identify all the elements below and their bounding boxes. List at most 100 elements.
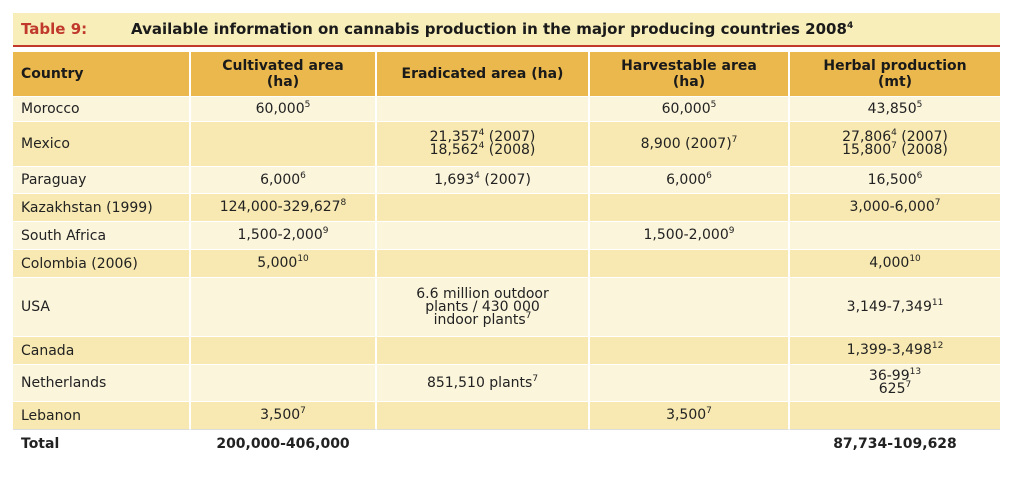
header-cultivated: Cultivated area (ha) — [191, 52, 377, 96]
footnote-marker: 7 — [891, 141, 897, 151]
eradicated-cell: 6.6 million outdoor plants / 430 000 indoo… — [377, 277, 590, 336]
cell-value: 4,000 — [869, 255, 910, 271]
country-cell: Netherlands — [13, 364, 191, 401]
total-cultivated-cell: 200,000-406,000 — [191, 429, 377, 457]
cell-line: 5,00010 — [195, 255, 371, 271]
cell-line: 1,500-2,0009 — [594, 226, 784, 243]
cell-line: 124,000-329,6278 — [195, 199, 371, 215]
cell-line: 3,000-6,0007 — [794, 198, 996, 215]
header-harvestable: Harvestable area (ha) — [590, 52, 790, 96]
cell-value: plants / 430 000 — [425, 298, 540, 315]
footnote-marker: 4 — [478, 128, 485, 138]
footnote-marker: 7 — [905, 380, 912, 390]
table-row: Canada 1,399-3,49812 — [13, 336, 1000, 364]
cell-value: 1,500-2,000 — [237, 227, 323, 243]
cell-line: 60,0005 — [594, 99, 784, 116]
cell-line: indoor plants7 — [381, 310, 584, 327]
harvestable-cell: 60,0005 — [590, 96, 790, 121]
cultivated-cell: 6,0006 — [191, 166, 377, 193]
cell-line: 27,8064 (2007) — [794, 128, 996, 145]
total-harvestable-cell — [590, 429, 790, 457]
cell-value: 6,000 — [666, 171, 707, 188]
herbal-cell — [790, 221, 1000, 249]
table-row: Colombia (2006) 5,00010 4,00010 — [13, 249, 1000, 277]
footnote-marker: 13 — [909, 367, 922, 377]
total-eradicated-cell — [377, 429, 590, 457]
cultivated-cell — [191, 336, 377, 364]
cell-value: 21,357 — [429, 129, 479, 145]
country-cell: South Africa — [13, 221, 191, 249]
country-cell: Paraguay — [13, 166, 191, 193]
cell-value: 3,000-6,000 — [849, 199, 935, 215]
cell-value: 625 — [878, 381, 906, 397]
eradicated-cell: 851,510 plants7 — [377, 364, 590, 401]
footnote-marker: 7 — [731, 134, 738, 145]
cell-line: 6257 — [794, 380, 996, 397]
total-row: Total 200,000-406,000 87,734-109,628 — [13, 429, 1000, 457]
herbal-cell: 3,149-7,34911 — [790, 277, 1000, 336]
header-eradicated-label: Eradicated area (ha) — [401, 66, 564, 82]
header-row: Country Cultivated area (ha) Eradicated a… — [13, 52, 1000, 96]
footnote-marker: 12 — [931, 341, 944, 351]
header-harvestable-line1: Harvestable area — [621, 58, 757, 74]
footnote-marker: 5 — [916, 99, 923, 110]
footnote-marker: 10 — [909, 254, 921, 264]
footnote-marker: 6 — [916, 170, 923, 181]
cell-value: 16,500 — [867, 171, 917, 188]
eradicated-cell — [377, 401, 590, 429]
cultivated-cell — [191, 277, 377, 336]
footnote-marker: 4 — [474, 170, 480, 181]
cell-value: 3,500 — [260, 407, 301, 423]
country-cell: Colombia (2006) — [13, 249, 191, 277]
harvestable-cell: 1,500-2,0009 — [590, 221, 790, 249]
header-harvestable-line2: (ha) — [672, 74, 706, 90]
footnote-marker: 9 — [728, 226, 735, 236]
cell-line: 851,510 plants7 — [381, 374, 584, 390]
country-cell: Lebanon — [13, 401, 191, 429]
cell-value: 43,850 — [867, 100, 917, 117]
footnote-marker: 5 — [710, 99, 717, 110]
cell-value: 1,399-3,498 — [846, 342, 932, 358]
table-container: Table 9: Available information on cannab… — [13, 13, 1000, 457]
eradicated-cell — [377, 96, 590, 121]
table-row: Mexico 21,3574 (2007) 18,5624 (2008) 8,900 … — [13, 121, 1000, 166]
cell-line: 15,8007 (2008) — [794, 141, 996, 158]
header-country: Country — [13, 52, 191, 96]
footnote-marker: 7 — [525, 310, 532, 321]
country-cell: Mexico — [13, 121, 191, 166]
eradicated-cell: 1,6934 (2007) — [377, 166, 590, 193]
harvestable-cell — [590, 336, 790, 364]
country-cell: USA — [13, 277, 191, 336]
harvestable-cell: 3,5007 — [590, 401, 790, 429]
cultivated-cell: 3,5007 — [191, 401, 377, 429]
eradicated-cell — [377, 221, 590, 249]
cell-value: 124,000-329,627 — [219, 199, 341, 215]
cultivated-cell — [191, 121, 377, 166]
herbal-cell: 1,399-3,49812 — [790, 336, 1000, 364]
data-table: Country Cultivated area (ha) Eradicated a… — [13, 52, 1000, 457]
cell-line: 4,00010 — [794, 254, 996, 271]
cell-line: 6,0006 — [594, 171, 784, 188]
cell-line: 36-9913 — [794, 367, 996, 384]
eradicated-cell — [377, 193, 590, 221]
footnote-marker: 7 — [934, 198, 941, 208]
cell-line: 3,5007 — [195, 407, 371, 423]
footnote-marker: 4 — [478, 141, 485, 151]
table-row: South Africa 1,500-2,0009 1,500-2,0009 — [13, 221, 1000, 249]
cell-line: plants / 430 000 — [381, 298, 584, 315]
table-number: Table 9: — [21, 20, 88, 38]
cell-value-suffix: (2008) — [896, 142, 948, 158]
table-title-bar: Table 9: Available information on cannab… — [13, 13, 1000, 47]
cell-line: 1,500-2,0009 — [195, 227, 371, 243]
cultivated-cell — [191, 364, 377, 401]
cell-value: 18,562 — [429, 142, 479, 158]
cultivated-cell: 60,0005 — [191, 96, 377, 121]
cell-line: 21,3574 (2007) — [381, 128, 584, 145]
cultivated-cell: 124,000-329,6278 — [191, 193, 377, 221]
harvestable-cell: 8,900 (2007)7 — [590, 121, 790, 166]
cell-value: 3,149-7,349 — [846, 298, 932, 315]
cell-value: 1,500-2,000 — [643, 227, 729, 243]
footnote-marker: 4 — [891, 128, 897, 138]
header-herbal: Herbal production (mt) — [790, 52, 1000, 96]
cell-line: 6,0006 — [195, 171, 371, 187]
